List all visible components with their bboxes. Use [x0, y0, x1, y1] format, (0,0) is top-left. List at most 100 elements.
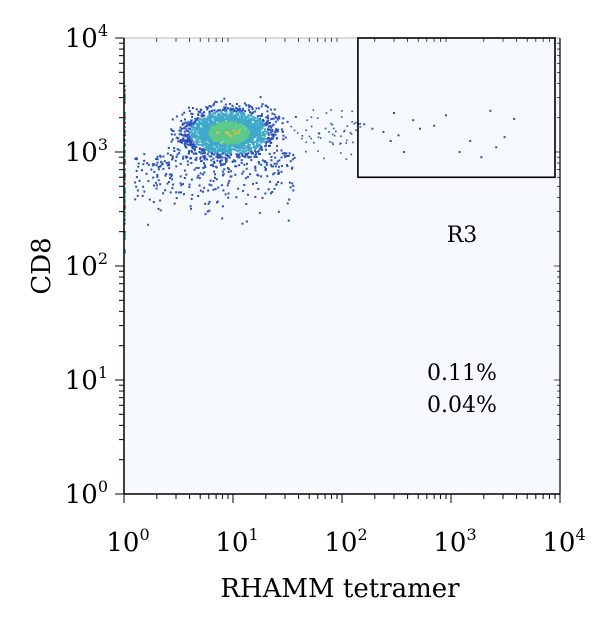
event-dot	[251, 134, 254, 136]
event-dot	[188, 135, 191, 138]
event-dot	[203, 162, 205, 165]
event-dot	[226, 129, 229, 132]
event-dot	[193, 147, 196, 150]
y-tick-label: 103	[65, 135, 108, 168]
event-dot	[182, 157, 185, 160]
axis-pileup-dot	[124, 178, 126, 181]
event-dot	[192, 122, 195, 125]
event-dot	[201, 125, 204, 128]
event-dot	[192, 135, 195, 138]
event-dot	[257, 161, 260, 163]
event-dot	[210, 164, 213, 167]
event-dot	[270, 165, 273, 168]
event-dot	[173, 202, 176, 205]
event-dot	[260, 115, 263, 118]
event-dot	[241, 138, 244, 141]
event-dot	[224, 156, 227, 159]
plot-background	[124, 38, 560, 494]
x-tick-label: 104	[542, 525, 585, 558]
event-dot	[187, 152, 190, 155]
event-dot	[277, 169, 280, 172]
event-dot	[313, 141, 315, 144]
event-dot	[236, 126, 239, 129]
event-dot	[190, 139, 193, 142]
event-dot	[226, 120, 229, 123]
axis-pileup-dot	[124, 214, 126, 217]
event-dot	[261, 131, 264, 133]
event-dot	[280, 149, 283, 152]
event-dot	[272, 165, 274, 168]
event-dot	[283, 154, 286, 157]
event-dot	[229, 111, 232, 114]
event-dot	[224, 142, 227, 145]
event-dot	[212, 115, 215, 118]
event-dot	[270, 159, 273, 162]
event-dot	[199, 127, 201, 130]
event-dot	[223, 144, 226, 147]
event-dot	[166, 182, 169, 185]
event-dot	[163, 160, 166, 163]
event-dot	[206, 210, 209, 213]
event-dot	[271, 130, 274, 133]
event-dot	[308, 135, 311, 138]
event-dot	[214, 173, 216, 176]
event-dot	[219, 115, 222, 118]
event-dot	[191, 132, 194, 134]
event-dot	[171, 183, 174, 186]
event-dot	[239, 112, 242, 115]
event-dot	[211, 123, 214, 126]
event-dot	[228, 140, 231, 143]
event-dot	[208, 140, 211, 143]
event-dot	[246, 119, 249, 122]
event-dot	[245, 203, 248, 206]
event-dot	[245, 149, 248, 152]
event-dot	[175, 197, 178, 200]
event-dot	[267, 188, 270, 191]
event-dot	[178, 149, 181, 152]
event-dot	[213, 142, 216, 145]
event-dot	[237, 113, 239, 115]
axis-pileup-dot	[124, 251, 126, 254]
event-dot	[202, 134, 204, 137]
event-dot	[190, 141, 193, 144]
event-dot	[232, 134, 235, 136]
event-dot	[218, 131, 221, 133]
event-dot	[217, 110, 220, 113]
gate-r3-rectangle[interactable]	[357, 37, 556, 179]
event-dot	[213, 102, 216, 105]
event-dot	[340, 152, 342, 154]
event-dot	[208, 112, 211, 115]
event-dot	[213, 129, 216, 132]
event-dot	[228, 117, 231, 120]
event-dot	[218, 113, 221, 116]
event-dot	[281, 165, 283, 167]
event-dot	[223, 128, 226, 131]
gate-event-point	[503, 136, 506, 139]
event-dot	[198, 122, 201, 125]
event-dot	[157, 166, 160, 169]
event-dot	[227, 133, 230, 136]
event-dot	[276, 149, 278, 152]
event-dot	[182, 122, 184, 125]
event-dot	[198, 151, 201, 153]
event-dot	[203, 126, 206, 129]
event-dot	[257, 149, 260, 152]
event-dot	[171, 138, 174, 141]
event-dot	[159, 155, 162, 158]
event-dot	[266, 140, 269, 143]
event-dot	[145, 172, 148, 175]
event-dot	[222, 137, 225, 140]
event-dot	[271, 128, 274, 131]
event-dot	[305, 129, 307, 132]
event-dot	[186, 137, 189, 140]
gate-event-point	[402, 151, 405, 153]
event-dot	[135, 169, 138, 172]
event-dot	[191, 193, 194, 196]
event-dot	[188, 150, 191, 153]
event-dot	[330, 122, 332, 125]
event-dot	[212, 135, 215, 138]
event-dot	[216, 131, 219, 134]
event-dot	[179, 139, 182, 141]
event-dot	[156, 174, 159, 176]
event-dot	[247, 143, 250, 146]
